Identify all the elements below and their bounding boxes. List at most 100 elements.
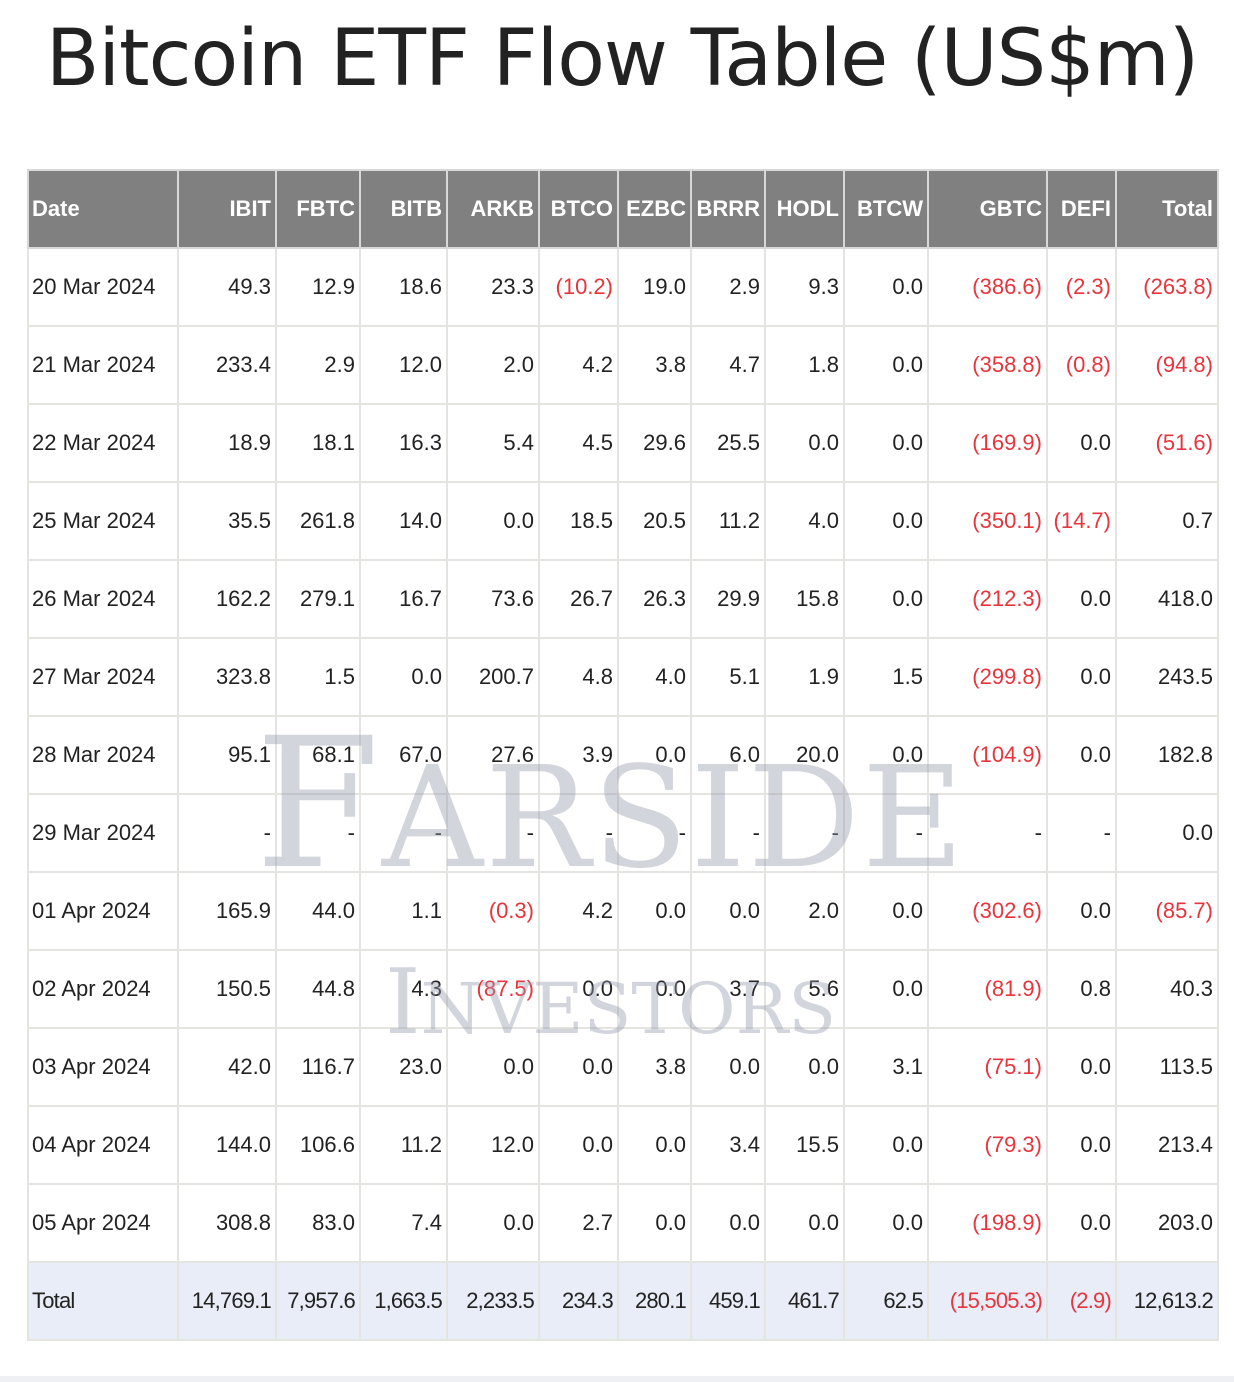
value-cell: 418.0 — [1115, 559, 1219, 639]
value-cell: 20.0 — [764, 715, 845, 795]
value-cell: 1,663.5 — [359, 1261, 448, 1341]
column-header-ezbc: EZBC — [617, 169, 692, 249]
value-cell: 73.6 — [446, 559, 540, 639]
value-cell: 203.0 — [1115, 1183, 1219, 1263]
value-cell: 0.0 — [843, 325, 929, 405]
column-header-gbtc: GBTC — [927, 169, 1048, 249]
value-cell: 44.0 — [275, 871, 361, 951]
value-cell: 234.3 — [538, 1261, 619, 1341]
value-cell: 0.0 — [690, 1183, 766, 1263]
value-cell: 0.0 — [1046, 1105, 1117, 1185]
date-cell: 27 Mar 2024 — [27, 637, 179, 717]
value-cell: 0.0 — [1046, 559, 1117, 639]
value-cell: 0.0 — [843, 559, 929, 639]
header-row: Date IBIT FBTC BITB ARKB BTCO EZBC BRRR HODL BTCW… — [27, 169, 1219, 249]
column-header-defi: DEFI — [1046, 169, 1117, 249]
value-cell: 0.0 — [843, 949, 929, 1029]
value-cell: 0.7 — [1115, 481, 1219, 561]
value-cell: - — [690, 793, 766, 873]
table-row: 26 Mar 2024 162.2 279.1 16.7 73.6 26.7 26.3 29.… — [27, 559, 1219, 639]
value-cell: 0.0 — [843, 871, 929, 951]
value-cell: (104.9) — [927, 715, 1048, 795]
table-row: 27 Mar 2024 323.8 1.5 0.0 200.7 4.8 4.0 5.1 1.9 1… — [27, 637, 1219, 717]
value-cell: 5.4 — [446, 403, 540, 483]
value-cell: 19.0 — [617, 247, 692, 327]
value-cell: 12.0 — [359, 325, 448, 405]
value-cell: 0.0 — [690, 1027, 766, 1107]
value-cell: 233.4 — [177, 325, 277, 405]
etf-flow-table: Date IBIT FBTC BITB ARKB BTCO EZBC BRRR HODL BTCW… — [27, 169, 1219, 1341]
value-cell: 4.5 — [538, 403, 619, 483]
value-cell: 9.3 — [764, 247, 845, 327]
value-cell: 2.9 — [690, 247, 766, 327]
value-cell: 0.0 — [617, 1183, 692, 1263]
value-cell: 0.0 — [538, 949, 619, 1029]
value-cell: 18.6 — [359, 247, 448, 327]
value-cell: (14.7) — [1046, 481, 1117, 561]
value-cell: (386.6) — [927, 247, 1048, 327]
date-cell: 28 Mar 2024 — [27, 715, 179, 795]
table-row: 29 Mar 2024- - - - - - - - - - -0.0 — [27, 793, 1219, 873]
value-cell: 4.3 — [359, 949, 448, 1029]
value-cell: 26.3 — [617, 559, 692, 639]
total-row: Total 14,769.1 7,957.6 1,663.5 2,233.5 234.3 2… — [27, 1261, 1219, 1341]
table-row: 25 Mar 2024 35.5 261.8 14.0 0.0 18.5 20.5 11.2 4… — [27, 481, 1219, 561]
value-cell: 2.7 — [538, 1183, 619, 1263]
value-cell: 165.9 — [177, 871, 277, 951]
date-cell: 20 Mar 2024 — [27, 247, 179, 327]
value-cell: 3.8 — [617, 325, 692, 405]
value-cell: 3.4 — [690, 1105, 766, 1185]
value-cell: 23.0 — [359, 1027, 448, 1107]
value-cell: 0.0 — [764, 1027, 845, 1107]
value-cell: (94.8) — [1115, 325, 1219, 405]
column-header-hodl: HODL — [764, 169, 845, 249]
value-cell: 0.0 — [764, 1183, 845, 1263]
value-cell: 27.6 — [446, 715, 540, 795]
date-cell: 05 Apr 2024 — [27, 1183, 179, 1263]
value-cell: 0.0 — [843, 1183, 929, 1263]
value-cell: 0.0 — [1115, 793, 1219, 873]
value-cell: 23.3 — [446, 247, 540, 327]
value-cell: 0.0 — [538, 1027, 619, 1107]
value-cell: 461.7 — [764, 1261, 845, 1341]
value-cell: 1.1 — [359, 871, 448, 951]
value-cell: 0.0 — [617, 871, 692, 951]
table-row: 20 Mar 2024 49.3 12.9 18.6 23.3 (10.2) 19.0 2.9… — [27, 247, 1219, 327]
value-cell: 6.0 — [690, 715, 766, 795]
value-cell: - — [617, 793, 692, 873]
value-cell: 0.0 — [690, 871, 766, 951]
date-cell: 01 Apr 2024 — [27, 871, 179, 951]
value-cell: 11.2 — [690, 481, 766, 561]
value-cell: 1.5 — [843, 637, 929, 717]
value-cell: 12,613.2 — [1115, 1261, 1219, 1341]
value-cell: 18.9 — [177, 403, 277, 483]
value-cell: 0.0 — [359, 637, 448, 717]
value-cell: - — [275, 793, 361, 873]
date-cell: 21 Mar 2024 — [27, 325, 179, 405]
value-cell: 0.0 — [1046, 403, 1117, 483]
value-cell: 113.5 — [1115, 1027, 1219, 1107]
value-cell: 200.7 — [446, 637, 540, 717]
value-cell: - — [764, 793, 845, 873]
value-cell: 1.8 — [764, 325, 845, 405]
value-cell: 0.0 — [538, 1105, 619, 1185]
value-cell: 12.9 — [275, 247, 361, 327]
value-cell: 0.8 — [1046, 949, 1117, 1029]
value-cell: 67.0 — [359, 715, 448, 795]
value-cell: (350.1) — [927, 481, 1048, 561]
date-cell: 03 Apr 2024 — [27, 1027, 179, 1107]
value-cell: 3.1 — [843, 1027, 929, 1107]
value-cell: - — [1046, 793, 1117, 873]
value-cell: 7.4 — [359, 1183, 448, 1263]
table-row: 03 Apr 2024 42.0 116.7 23.0 0.0 0.0 3.8 0.0 0.0 3… — [27, 1027, 1219, 1107]
table-row: 22 Mar 2024 18.9 18.1 16.3 5.4 4.5 29.6 25.5 0.0… — [27, 403, 1219, 483]
value-cell: 15.5 — [764, 1105, 845, 1185]
bottom-edge — [0, 1376, 1234, 1382]
value-cell: 162.2 — [177, 559, 277, 639]
value-cell: 29.9 — [690, 559, 766, 639]
value-cell: 0.0 — [843, 247, 929, 327]
value-cell: (79.3) — [927, 1105, 1048, 1185]
value-cell: (87.5) — [446, 949, 540, 1029]
value-cell: 0.0 — [446, 1027, 540, 1107]
value-cell: 182.8 — [1115, 715, 1219, 795]
